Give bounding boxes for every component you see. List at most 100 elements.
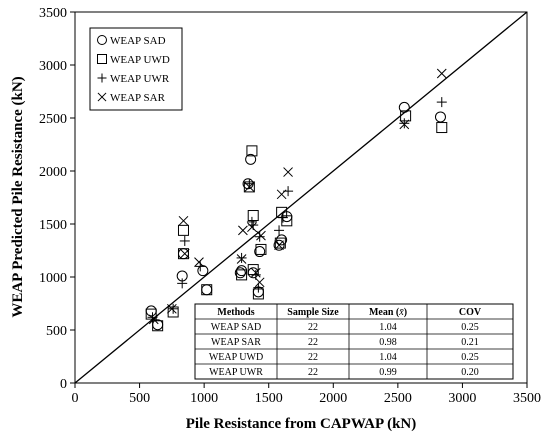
data-point-weap-sar [179,248,190,259]
legend-label: WEAP UWR [110,73,170,85]
data-point-weap-sar [247,222,257,233]
x-stroke [179,248,190,259]
x-stroke [256,230,266,241]
table-cell: 0.98 [379,337,397,348]
y-tick-label: 3500 [39,6,67,21]
data-point-weap-uwr [399,118,410,129]
legend: WEAP SAD WEAP UWD WEAP UWR WEAP SAR [89,27,183,111]
points-layer [145,68,448,332]
legend-label: WEAP SAD [110,35,166,47]
table-cell: 0.25 [461,322,479,333]
data-point-weap-uwd [177,248,189,260]
x-stroke [436,68,447,79]
data-point-weap-uwd [201,284,213,296]
x-stroke [178,215,189,226]
data-point-weap-uwd [236,269,248,281]
table-header-cell: Sample Size [287,307,339,318]
stats-table: Methods Sample Size COV Mean (x̄) WEAP SAD 22… [194,303,514,380]
x-stroke [247,222,257,233]
table-header-cell: Methods [217,307,254,318]
x-tick-label: 0 [72,391,79,406]
table-cell: WEAP SAD [211,322,261,333]
data-point-weap-sar [167,303,177,314]
table-cell: 22 [308,352,318,363]
x-axis-title: Pile Resistance from CAPWAP (kN) [186,416,417,432]
legend-label: WEAP SAR [110,92,166,104]
reference-line-1to1 [74,11,528,384]
x-stroke [254,277,265,288]
x-stroke [250,267,261,278]
data-point-weap-sad [234,267,246,279]
data-point-weap-uwr [168,303,179,314]
data-point-weap-sad [276,234,288,246]
table-header-cell: COV [459,307,482,318]
data-point-weap-uwr [436,97,447,108]
table-cell: WEAP UWR [209,367,263,378]
data-point-weap-sar [250,267,261,278]
x-tick-label: 2500 [384,391,412,406]
data-point-weap-sar [436,68,447,79]
data-point-weap-sar [276,189,287,200]
data-point-weap-sar [178,215,189,226]
legend-marker-plus [97,73,107,83]
table-cell: 0.99 [379,367,397,378]
data-point-weap-sar [274,240,284,251]
x-stroke [276,189,287,200]
table-cell: WEAP UWD [209,352,263,363]
x-tick-label: 1500 [255,391,283,406]
legend-box [89,27,183,111]
data-point-weap-sad [398,101,410,113]
x-tick-label: 2000 [319,391,347,406]
reference-line-layer [74,11,528,384]
data-point-weap-sar [236,254,247,264]
x-stroke [244,182,255,192]
stats-table-cells: Methods Sample Size COV Mean (x̄) WEAP SAD 22… [195,304,513,379]
data-point-weap-sar [256,230,266,241]
table-cell: 22 [308,337,318,348]
table-cell: 22 [308,367,318,378]
data-point-weap-uwd [400,110,412,122]
data-point-weap-sad [245,153,257,165]
data-point-weap-uwd [177,224,189,236]
data-point-weap-sar [194,257,204,268]
x-stroke [399,119,410,130]
x-stroke [283,167,293,177]
data-point-weap-sad [434,111,446,123]
data-point-weap-uwr [277,212,288,223]
data-point-weap-sar [283,167,293,177]
table-cell: 22 [308,322,318,333]
x-stroke [238,225,248,236]
data-point-weap-sar [148,314,159,325]
y-tick-label: 0 [60,377,67,392]
stats-table-box [194,303,514,380]
x-tick-label: 3500 [513,391,541,406]
data-point-weap-sar [254,277,265,288]
table-cell: 1.04 [379,322,397,333]
table-cell: 1.04 [379,352,397,363]
legend-marker-square [97,54,107,64]
x-stroke [97,92,107,102]
table-cell: 0.25 [461,352,479,363]
y-axis-title: WEAP Predicted Pile Resistance (kN) [10,76,26,317]
x-tick-label: 500 [129,391,150,406]
data-point-weap-sad [273,239,285,251]
data-point-weap-uwr [236,252,247,263]
x-stroke [194,257,204,268]
data-point-weap-uwd [274,237,286,249]
table-cell: WEAP SAR [211,337,261,348]
y-tick-label: 1000 [39,271,67,286]
data-point-weap-uwr [179,235,190,246]
table-header-cell: Mean (x̄) [369,307,407,318]
table-cell: 0.21 [461,337,479,348]
data-point-weap-uwd [246,145,258,157]
y-tick-label: 1500 [39,218,67,233]
data-point-weap-sar [244,182,255,192]
y-tick-label: 2000 [39,165,67,180]
x-stroke [236,254,247,264]
data-point-weap-sad [254,246,266,258]
data-point-weap-sar [399,119,410,130]
data-point-weap-uwd [436,122,448,134]
data-point-weap-sar [238,225,248,236]
x-tick-label: 1000 [190,391,218,406]
data-point-weap-uwd [255,243,267,255]
